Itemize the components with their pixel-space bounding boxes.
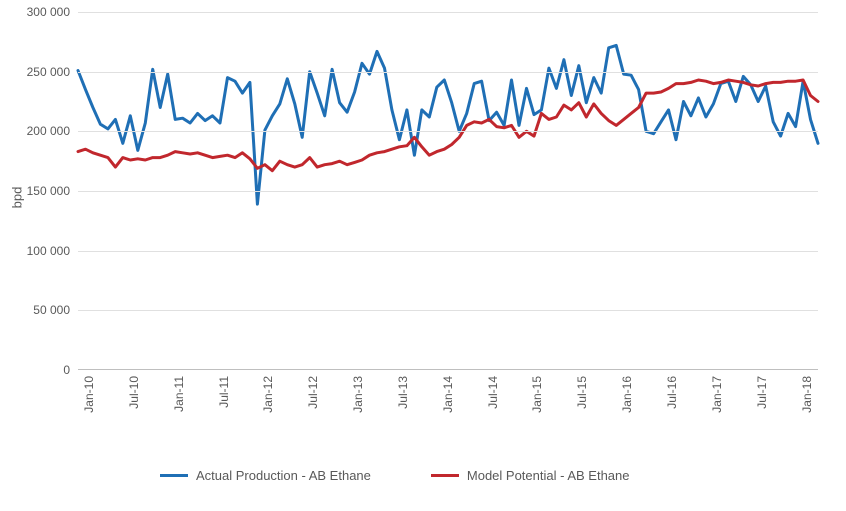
x-tick-label: Jan-16 [620,376,634,413]
x-tick-label: Jul-13 [396,376,410,409]
legend-swatch [431,474,459,477]
x-tick-label: Jan-13 [351,376,365,413]
gridline [78,131,818,132]
gridline [78,72,818,73]
y-axis-label: bpd [9,187,24,209]
y-tick-label: 250 000 [27,65,70,79]
legend-item: Model Potential - AB Ethane [431,468,630,483]
x-tick-label: Jan-11 [172,376,186,412]
x-tick-label: Jul-11 [217,376,231,408]
gridline [78,251,818,252]
ethane-production-chart: bpd 0 50 000 100 000 150 000 200 000 250 000 3… [0,0,846,511]
legend-label: Model Potential - AB Ethane [467,468,630,483]
plot-area [78,12,818,370]
x-tick-label: Jul-10 [127,376,141,409]
y-tick-label: 50 000 [33,303,70,317]
gridline [78,12,818,13]
x-tick-label: Jan-18 [800,376,814,413]
legend-label: Actual Production - AB Ethane [196,468,371,483]
x-tick-label: Jan-15 [530,376,544,413]
legend-item: Actual Production - AB Ethane [160,468,371,483]
y-tick-label: 150 000 [27,184,70,198]
x-tick-label: Jan-10 [82,376,96,413]
x-tick-label: Jul-12 [306,376,320,409]
gridline [78,191,818,192]
x-tick-label: Jul-14 [486,376,500,409]
x-tick-label: Jul-17 [755,376,769,409]
legend-swatch [160,474,188,477]
y-tick-label: 0 [63,363,70,377]
gridline [78,310,818,311]
y-tick-label: 300 000 [27,5,70,19]
y-tick-label: 100 000 [27,244,70,258]
series-line [78,45,818,204]
x-tick-label: Jul-15 [575,376,589,409]
x-tick-label: Jan-14 [441,376,455,413]
x-tick-label: Jan-12 [261,376,275,413]
y-tick-label: 200 000 [27,124,70,138]
x-tick-label: Jan-17 [710,376,724,413]
x-tick-label: Jul-16 [665,376,679,409]
legend: Actual Production - AB Ethane Model Poten… [160,468,630,483]
